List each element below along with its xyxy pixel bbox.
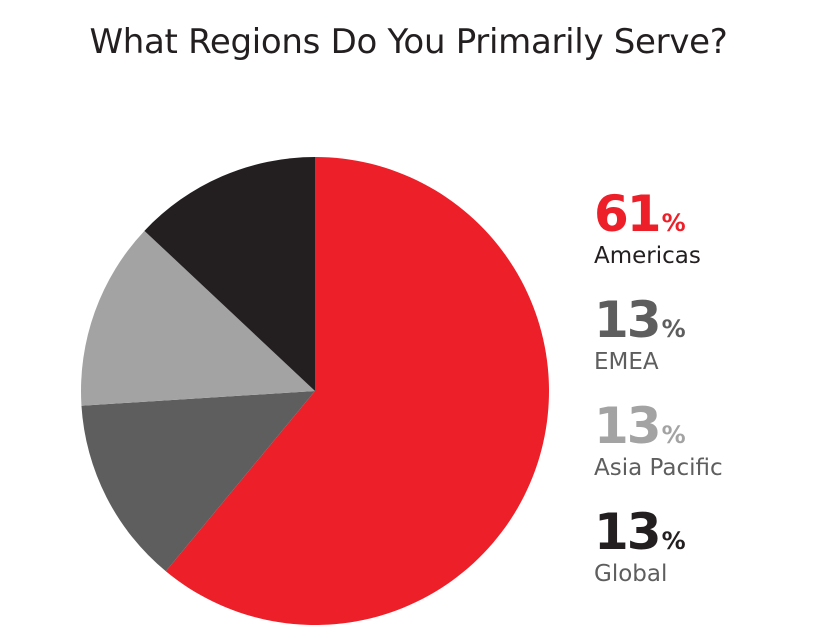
legend-number-emea: 13 bbox=[594, 291, 662, 349]
chart-title: What Regions Do You Primarily Serve? bbox=[89, 22, 728, 62]
legend-value-asia-pacific: 13% bbox=[594, 400, 814, 454]
legend-number-global: 13 bbox=[594, 503, 662, 561]
pie-slice-emea bbox=[81, 391, 316, 572]
legend-item-emea: 13% EMEA bbox=[594, 294, 814, 400]
legend-number-asia-pacific: 13 bbox=[594, 397, 662, 455]
legend-unit-global: % bbox=[661, 527, 686, 555]
legend-unit-americas: % bbox=[661, 209, 686, 237]
legend-item-global: 13% Global bbox=[594, 506, 814, 612]
legend-unit-emea: % bbox=[661, 315, 686, 343]
legend-label-emea: EMEA bbox=[594, 349, 659, 375]
legend-value-global: 13% bbox=[594, 506, 814, 560]
legend-label-global: Global bbox=[594, 561, 668, 587]
legend-item-americas: 61% Americas bbox=[594, 188, 814, 294]
legend-value-americas: 61% bbox=[594, 188, 814, 242]
pie-slice-americas bbox=[165, 157, 549, 625]
legend: 61% Americas 13% EMEA 13% Asia Pacific 1… bbox=[594, 188, 814, 612]
legend-item-asia-pacific: 13% Asia Pacific bbox=[594, 400, 814, 506]
pie-slice-asia-pacific bbox=[80, 230, 316, 406]
pie-slice-global bbox=[144, 157, 315, 391]
legend-number-americas: 61 bbox=[594, 185, 662, 243]
legend-label-asia-pacific: Asia Pacific bbox=[594, 455, 723, 481]
legend-label-americas: Americas bbox=[594, 243, 701, 269]
legend-value-emea: 13% bbox=[594, 294, 814, 348]
legend-unit-asia-pacific: % bbox=[661, 421, 686, 449]
